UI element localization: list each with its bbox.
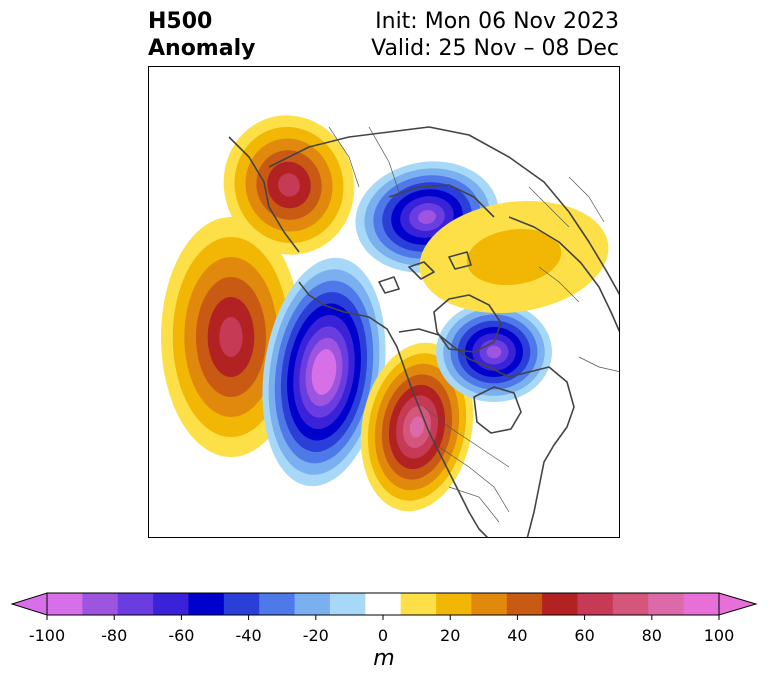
- colorbar-tick-label: 60: [574, 626, 595, 645]
- colorbar-cell: [648, 593, 685, 615]
- anomaly-map: [148, 66, 620, 538]
- colorbar-cell: [47, 593, 83, 615]
- colorbar: [10, 592, 758, 620]
- colorbar-tick-label: 40: [507, 626, 528, 645]
- siberia-high-contour-60: [278, 173, 300, 197]
- coastlines: [228, 126, 619, 537]
- north-atlantic-low-contour-80: [486, 345, 502, 359]
- alaska-low-contour-100: [317, 360, 331, 384]
- map-dates: Init: Mon 06 Nov 2023 Valid: 25 Nov – 08…: [371, 8, 619, 62]
- map-title: H500 Anomaly: [148, 8, 255, 62]
- colorbar-cell: [577, 593, 614, 615]
- colorbar-tick-label: 20: [440, 626, 461, 645]
- eastern-north-america-high-anomaly: [360, 342, 474, 512]
- colorbar-tick-label: -60: [168, 626, 195, 645]
- colorbar-cell: [436, 593, 472, 615]
- title-line-1: H500: [148, 9, 213, 34]
- colorbar-unit: m: [373, 646, 395, 671]
- anomaly-fields: [161, 115, 609, 512]
- europe-high-contour-20: [466, 228, 562, 286]
- political-borders: [328, 126, 619, 523]
- eastern-north-america-high-contour-80: [409, 416, 425, 438]
- init-date: Init: Mon 06 Nov 2023: [375, 9, 619, 34]
- colorbar-cell: [188, 593, 225, 615]
- anomaly-map-canvas: [161, 115, 619, 537]
- colorbar-extend-high: [718, 592, 758, 616]
- colorbar-cell: [506, 593, 543, 615]
- ne-pacific-high-contour-60: [219, 317, 243, 357]
- colorbar-tick-label: 80: [641, 626, 662, 645]
- colorbar-tick-label: -40: [235, 626, 262, 645]
- colorbar-cell: [82, 593, 119, 615]
- colorbar-tick-label: -20: [302, 626, 329, 645]
- colorbar-tick-label: 0: [377, 626, 389, 645]
- colorbar-cell: [153, 593, 189, 615]
- alaska-low-anomaly: [262, 257, 386, 487]
- colorbar-cell: [117, 593, 154, 615]
- colorbar-tick-label: 100: [703, 626, 735, 645]
- colorbar-cell: [294, 593, 331, 615]
- colorbar-tick-label: -100: [28, 626, 66, 645]
- europe-high-anomaly: [419, 200, 609, 314]
- colorbar-cell: [612, 593, 649, 615]
- colorbar-cell: [683, 593, 720, 615]
- colorbar-cell: [400, 593, 437, 615]
- colorbar-cell: [365, 593, 402, 615]
- title-line-2: Anomaly: [148, 36, 256, 61]
- colorbar-cell: [542, 593, 578, 615]
- colorbar-cell: [329, 593, 366, 615]
- colorbar-tick-label: -80: [101, 626, 128, 645]
- ne-pacific-high-anomaly: [161, 217, 301, 457]
- arctic-low-contour-80: [418, 210, 436, 224]
- siberia-high-anomaly: [223, 115, 355, 255]
- colorbar-cell: [259, 593, 295, 615]
- colorbar-cell: [223, 593, 260, 615]
- valid-range: Valid: 25 Nov – 08 Dec: [371, 36, 619, 61]
- north-atlantic-low-anomaly: [436, 302, 552, 402]
- colorbar-cell: [471, 593, 508, 615]
- colorbar-extend-low: [10, 592, 48, 616]
